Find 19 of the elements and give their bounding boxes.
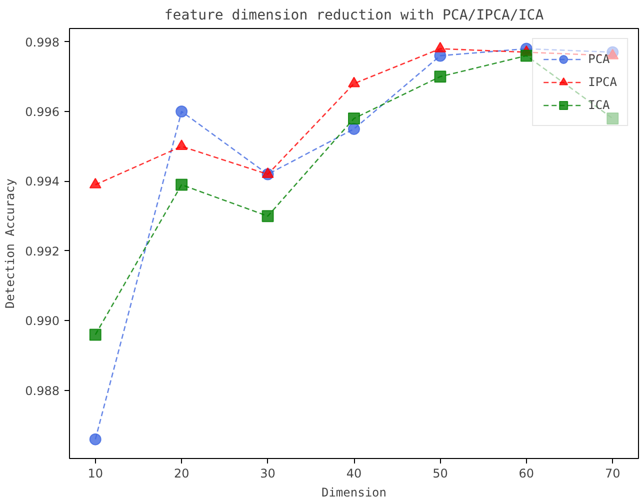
legend-label: PCA (588, 52, 610, 66)
legend-label: IPCA (588, 75, 617, 89)
x-tick-label: 40 (346, 466, 362, 480)
y-tick-label: 0.988 (25, 384, 60, 398)
x-tick-label: 50 (432, 466, 448, 480)
y-tick-label: 0.994 (25, 174, 60, 189)
x-tick-label: 20 (174, 466, 190, 480)
x-tick-label: 30 (260, 466, 276, 480)
y-axis-title: Detection Accuracy (3, 178, 18, 309)
x-tick-label: 60 (518, 466, 534, 480)
y-tick-label: 0.992 (25, 244, 60, 258)
legend-label: ICA (588, 98, 610, 112)
y-tick-label: 0.990 (25, 314, 60, 328)
x-axis-title: Dimension (321, 486, 387, 500)
chart-title: feature dimension reduction with PCA/IPCA/ICA (164, 8, 544, 24)
x-tick-label: 70 (605, 466, 620, 480)
y-tick-label: 0.998 (25, 35, 60, 50)
x-tick-label: 10 (88, 466, 104, 480)
y-tick-label: 0.996 (25, 105, 60, 119)
